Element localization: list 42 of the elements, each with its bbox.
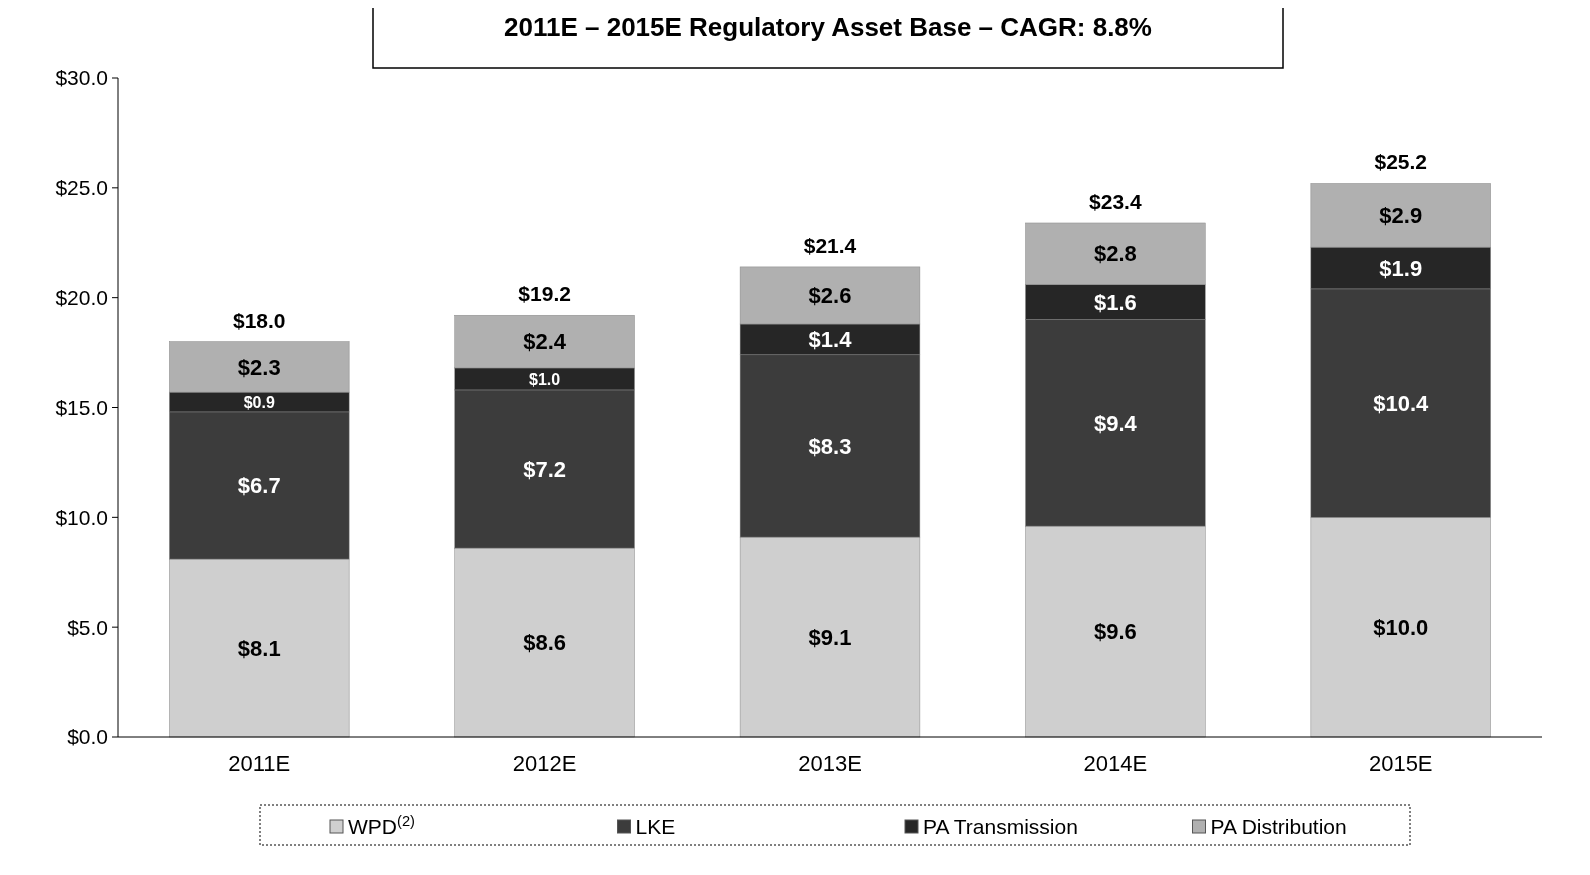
data-label: $8.6: [523, 630, 567, 656]
x-tick-label: 2014E: [1083, 751, 1148, 776]
data-label: $2.8: [1093, 241, 1137, 267]
total-label: $25.2: [1374, 150, 1428, 174]
data-label: $2.4: [523, 329, 567, 355]
data-label: $8.3: [808, 433, 852, 459]
data-label: $1.4: [808, 327, 853, 353]
legend-label: WPD$^{(2)}$: [348, 813, 415, 839]
data-label: $2.3: [237, 354, 281, 380]
total-label: $18.0: [232, 308, 286, 332]
y-tick-label: $0.0: [67, 725, 108, 749]
data-label: $1.9: [1379, 255, 1423, 281]
x-tick-label: 2011E: [228, 751, 291, 776]
data-label: $7.2: [523, 456, 567, 482]
total-label: $21.4: [803, 233, 857, 257]
legend-label: PA Transmission: [923, 815, 1078, 839]
y-tick-label: $10.0: [55, 505, 108, 529]
data-label: $8.1: [237, 635, 281, 661]
data-label: $9.1: [808, 624, 852, 650]
y-tick-label: $20.0: [55, 286, 108, 310]
y-tick-label: $15.0: [55, 395, 108, 419]
data-label: $2.6: [808, 283, 852, 309]
total-label: $23.4: [1089, 189, 1142, 213]
x-tick-label: 2012E: [512, 751, 577, 776]
data-label: $9.6: [1093, 619, 1137, 645]
data-label: $2.9: [1379, 202, 1423, 228]
total-label: $19.2: [518, 282, 571, 306]
y-tick-label: $25.0: [55, 176, 108, 200]
chart-title: 2011E – 2015E Regulatory Asset Base – CAGR: 8.8%: [504, 12, 1152, 42]
data-label: $6.7: [237, 473, 281, 499]
y-tick-label: $5.0: [67, 615, 108, 639]
data-label: $1.6: [1093, 289, 1137, 315]
x-tick-label: 2013E: [798, 751, 862, 776]
data-label: $0.9: [243, 393, 275, 411]
y-tick-label: $30.0: [55, 66, 108, 90]
data-label: $1.0: [529, 370, 561, 388]
data-label: $10.4: [1373, 390, 1430, 416]
legend-label: LKE: [635, 815, 676, 839]
legend-label: PA Distribution: [1210, 815, 1347, 839]
data-label: $10.0: [1373, 614, 1429, 640]
data-label: $9.4: [1093, 410, 1138, 436]
x-tick-label: 2015E: [1368, 751, 1433, 776]
